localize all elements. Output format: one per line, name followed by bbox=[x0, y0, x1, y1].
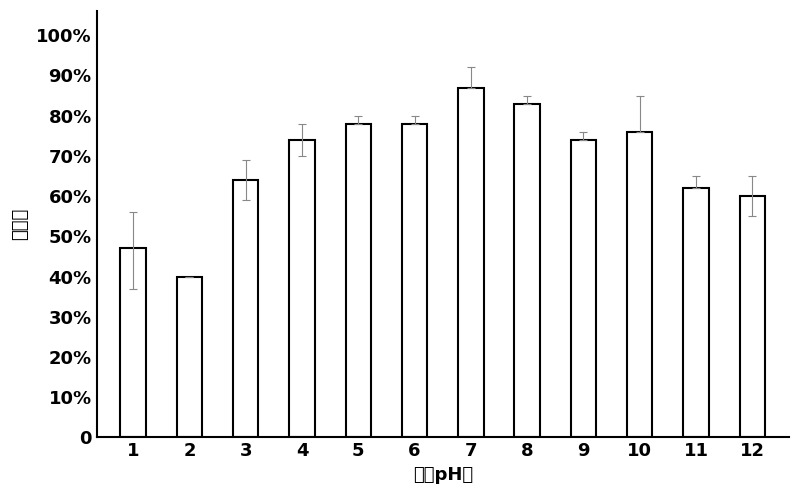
Bar bbox=[290, 140, 314, 438]
Bar bbox=[346, 124, 371, 438]
Bar bbox=[683, 188, 709, 438]
Bar bbox=[570, 140, 596, 438]
Bar bbox=[514, 103, 540, 438]
Bar bbox=[458, 88, 483, 438]
Bar bbox=[121, 248, 146, 438]
Bar bbox=[740, 196, 765, 438]
Bar bbox=[233, 180, 258, 438]
Bar bbox=[627, 132, 652, 438]
Y-axis label: 回收率: 回收率 bbox=[11, 208, 29, 241]
Bar bbox=[177, 277, 202, 438]
Bar bbox=[402, 124, 427, 438]
X-axis label: 水样pH値: 水样pH値 bbox=[413, 466, 473, 484]
